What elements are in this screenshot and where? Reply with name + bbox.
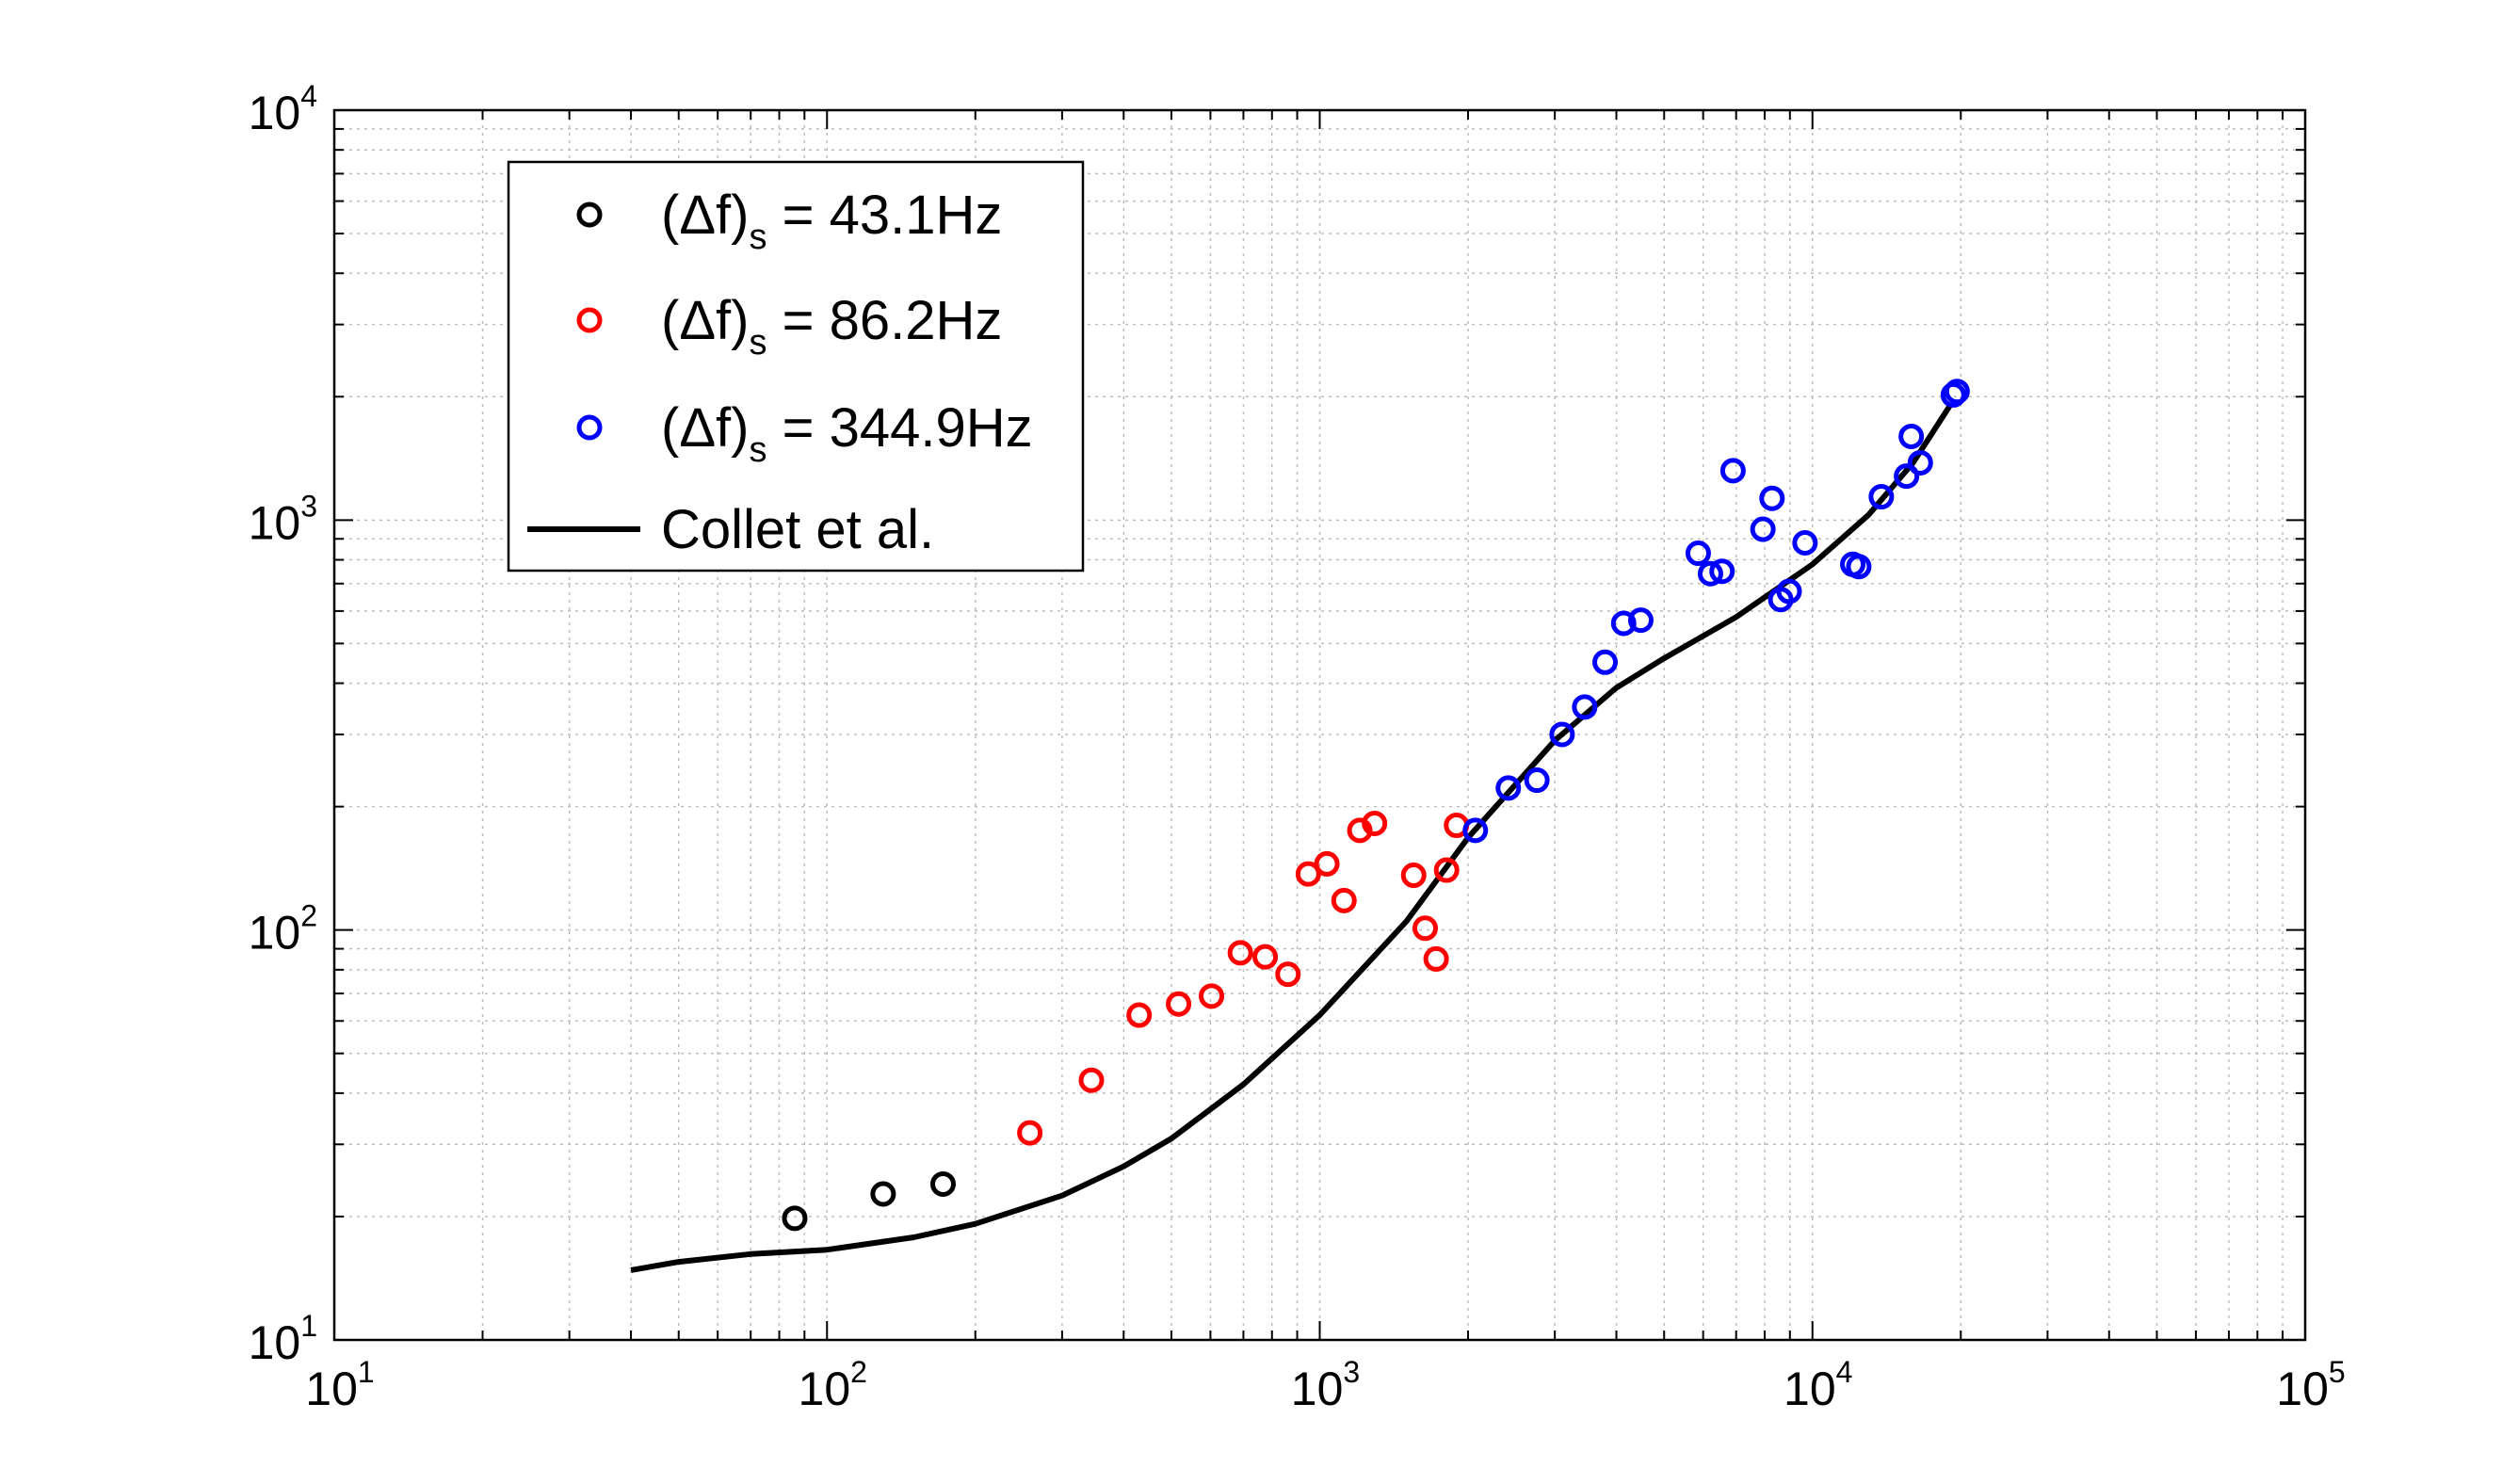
data-point-series-1: [1400, 863, 1427, 889]
data-point-series-2: [1697, 560, 1723, 587]
legend-box: [507, 160, 1085, 573]
x-tick-label: 105: [2276, 1355, 2345, 1415]
data-point-series-1: [1295, 861, 1321, 887]
data-point-series-2: [1776, 578, 1802, 605]
legend-label: Collet et al.: [661, 499, 934, 560]
data-point-series-1: [1331, 887, 1357, 913]
data-point-series-1: [1017, 1120, 1043, 1146]
data-point-series-2: [1868, 484, 1895, 510]
legend-label: (Δf)s = 86.2Hz: [661, 290, 1002, 363]
data-point-series-2: [1462, 817, 1489, 844]
data-point-series-1: [1275, 961, 1301, 988]
data-point-series-2: [1846, 554, 1872, 580]
data-point-series-1: [1252, 944, 1279, 970]
data-point-series-2: [1709, 558, 1735, 585]
data-point-series-0: [929, 1170, 956, 1197]
x-tick-label: 101: [305, 1355, 374, 1415]
data-point-series-1: [1078, 1067, 1105, 1093]
data-point-series-2: [1759, 485, 1785, 511]
legend-circle-marker: [576, 307, 603, 333]
data-point-series-2: [1750, 516, 1776, 542]
legend-circle-marker: [576, 414, 603, 441]
axis-ticks: [333, 109, 2306, 1341]
data-point-series-2: [1592, 649, 1619, 675]
data-point-series-0: [782, 1205, 808, 1232]
data-point-series-1: [1362, 810, 1388, 836]
legend: (Δf)s = 43.1Hz (Δf)s = 86.2Hz (Δf)s = 344.…: [507, 160, 1085, 573]
data-point-series-1: [1423, 945, 1449, 972]
legend-label: (Δf)s = 43.1Hz: [661, 185, 1002, 257]
data-point-series-2: [1940, 381, 1966, 408]
data-point-series-2: [1549, 721, 1575, 748]
data-point-series-1: [1314, 850, 1340, 877]
x-tick-label: 103: [1291, 1355, 1360, 1415]
y-tick-label: 101: [249, 1309, 317, 1369]
data-points: [782, 379, 1970, 1232]
data-point-series-1: [1227, 940, 1253, 966]
tick-labels: 101 102 103 104 105 101 102 103 104: [249, 79, 2346, 1415]
y-tick-label: 102: [249, 899, 317, 960]
data-point-series-2: [1572, 694, 1598, 720]
data-point-series-2: [1894, 463, 1920, 490]
data-point-series-2: [1495, 775, 1522, 801]
legend-circle-marker: [576, 202, 603, 228]
data-point-series-1: [1166, 991, 1192, 1017]
x-tick-label: 104: [1784, 1355, 1852, 1415]
legend-label: (Δf)s = 344.9Hz: [661, 397, 1033, 470]
data-point-series-2: [1944, 379, 1970, 405]
data-point-series-1: [1126, 1002, 1153, 1028]
data-point-series-2: [1898, 423, 1925, 449]
data-point-series-2: [1627, 607, 1654, 634]
data-point-series-1: [1199, 983, 1225, 1009]
y-tick-label: 103: [249, 489, 317, 549]
data-point-series-2: [1792, 530, 1818, 556]
data-point-series-2: [1610, 610, 1637, 637]
grid: [334, 110, 2305, 1340]
data-point-series-2: [1685, 540, 1711, 567]
data-point-series-1: [1433, 857, 1460, 883]
data-point-series-2: [1719, 458, 1746, 484]
data-point-series-1: [1412, 915, 1439, 942]
y-tick-label: 104: [249, 79, 317, 139]
data-point-series-0: [870, 1181, 896, 1207]
data-point-series-2: [1907, 449, 1933, 476]
x-tick-label: 102: [799, 1355, 867, 1415]
data-point-series-2: [1524, 767, 1550, 794]
